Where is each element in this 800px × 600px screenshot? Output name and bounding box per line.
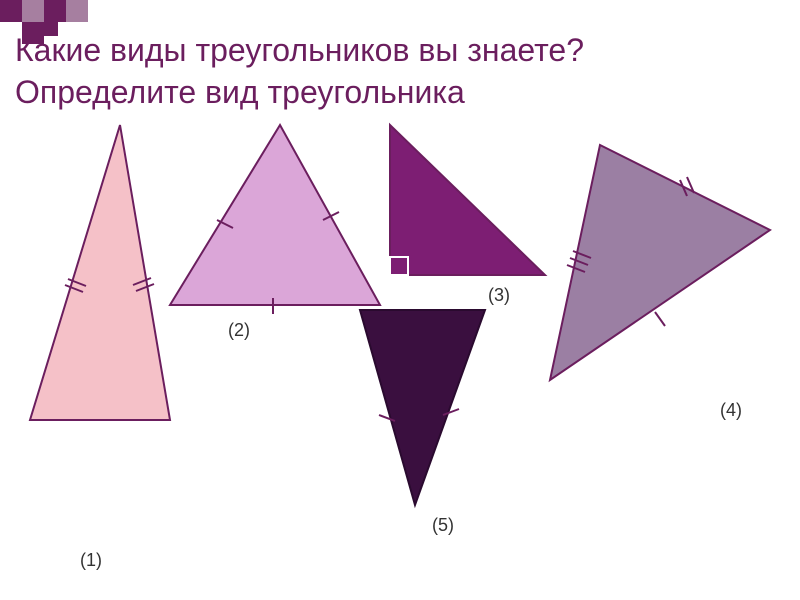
triangle-2-label: (2) [228, 320, 250, 341]
page-title: Какие виды треугольников вы знаете? Опре… [15, 30, 584, 113]
triangles-canvas: (1) (2) (3) (4) (5) [0, 120, 800, 600]
triangle-1 [25, 120, 175, 435]
triangle-5 [355, 305, 495, 520]
triangle-4 [545, 140, 775, 395]
triangle-5-label: (5) [432, 515, 454, 536]
title-line-1: Какие виды треугольников вы знаете? [15, 32, 584, 68]
triangle-2 [165, 120, 385, 325]
triangle-3-label: (3) [488, 285, 510, 306]
title-line-2: Определите вид треугольника [15, 74, 465, 110]
triangle-3 [385, 120, 555, 285]
triangle-1-label: (1) [80, 550, 102, 571]
triangle-4-label: (4) [720, 400, 742, 421]
